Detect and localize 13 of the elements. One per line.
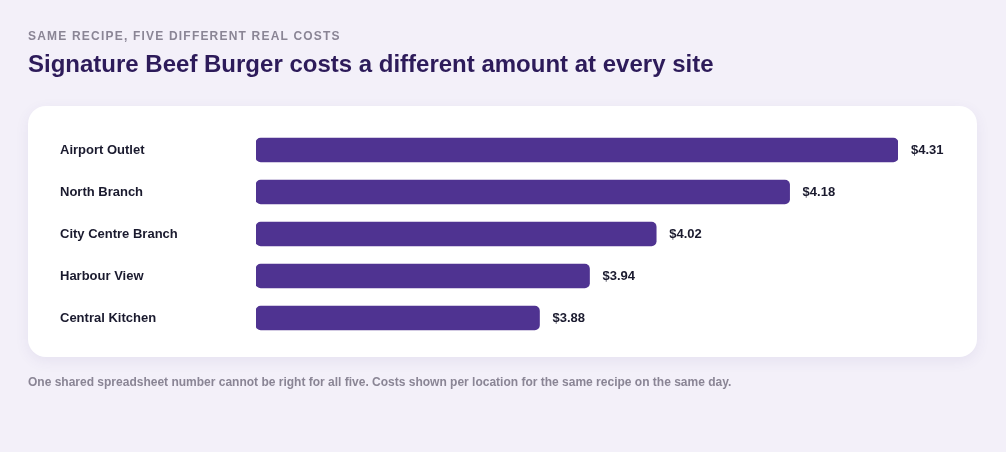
data-label: $4.31 [911, 141, 944, 157]
y-tick-label: North Branch [60, 183, 144, 199]
data-label: $4.02 [669, 225, 702, 241]
data-label: $3.88 [552, 309, 586, 325]
y-tick-label: Harbour View [60, 267, 145, 283]
data-label: $4.18 [802, 183, 836, 199]
chart-subtitle: SAME RECIPE, FIVE DIFFERENT REAL COSTS [28, 29, 341, 43]
y-tick-label: Airport Outlet [60, 141, 146, 157]
y-tick-label: City Centre Branch [60, 225, 178, 241]
text: One shared spreadsheet number cannot be right for all five. Costs shown per location for the same recipe on the same day. [28, 375, 732, 389]
chart-title: Signature Beef Burger costs a different amount at every site [28, 50, 714, 78]
y-tick-label: Central Kitchen [60, 309, 157, 325]
data-label: $3.94 [602, 267, 636, 283]
